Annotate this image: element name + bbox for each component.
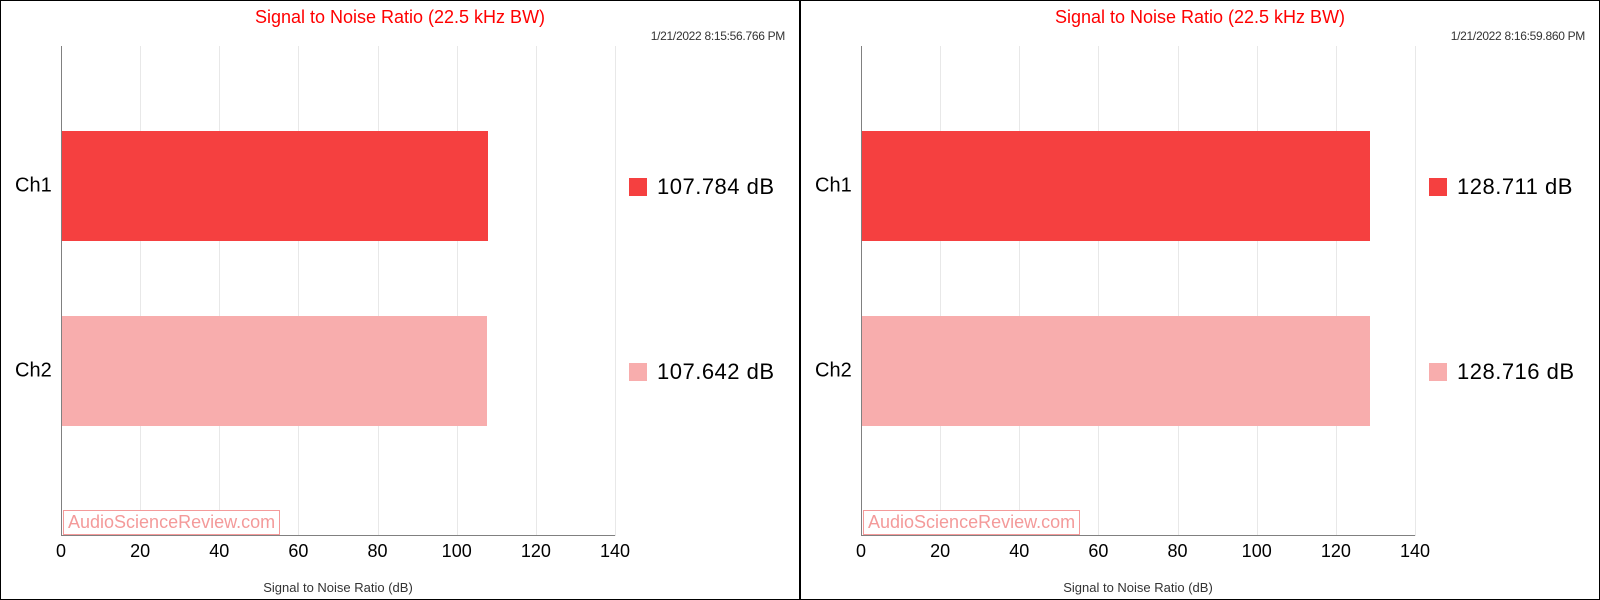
legend-row-ch2: 128.716 dB — [1429, 359, 1575, 385]
gridline — [940, 46, 941, 536]
swatch-ch1 — [629, 178, 647, 196]
value-ch1: 107.784 dB — [657, 174, 775, 200]
timestamp: 1/21/2022 8:15:56.766 PM — [651, 29, 785, 43]
gridline — [861, 46, 862, 536]
gridline — [1336, 46, 1337, 536]
x-axis-label: Signal to Noise Ratio (dB) — [861, 580, 1415, 595]
gridline — [1257, 46, 1258, 536]
gridline — [1098, 46, 1099, 536]
value-ch2: 128.716 dB — [1457, 359, 1575, 385]
x-axis-label: Signal to Noise Ratio (dB) — [61, 580, 615, 595]
timestamp: 1/21/2022 8:16:59.860 PM — [1451, 29, 1585, 43]
y-category-ch1: Ch1 — [15, 175, 52, 198]
watermark: AudioScienceReview.com — [863, 510, 1080, 535]
x-tick: 80 — [1168, 541, 1188, 562]
y-category-ch2: Ch2 — [815, 360, 852, 383]
watermark: AudioScienceReview.com — [63, 510, 280, 535]
value-ch1: 128.711 dB — [1457, 174, 1573, 200]
x-tick: 60 — [288, 541, 308, 562]
gridline — [219, 46, 220, 536]
x-tick: 20 — [930, 541, 950, 562]
bar-ch2 — [61, 316, 487, 426]
swatch-ch1 — [1429, 178, 1447, 196]
x-tick: 100 — [442, 541, 472, 562]
x-tick: 140 — [600, 541, 630, 562]
x-tick: 40 — [209, 541, 229, 562]
y-category-ch1: Ch1 — [815, 175, 852, 198]
x-tick: 80 — [368, 541, 388, 562]
x-tick: 0 — [56, 541, 66, 562]
x-tick: 0 — [856, 541, 866, 562]
gridline — [61, 46, 62, 536]
legend-row-ch1: 128.711 dB — [1429, 174, 1573, 200]
x-tick: 140 — [1400, 541, 1430, 562]
bar-ch1 — [861, 131, 1370, 241]
chart-title: Signal to Noise Ratio (22.5 kHz BW) — [1, 7, 799, 28]
y-category-ch2: Ch2 — [15, 360, 52, 383]
gridline — [1178, 46, 1179, 536]
x-tick: 120 — [1321, 541, 1351, 562]
legend-row-ch2: 107.642 dB — [629, 359, 775, 385]
bar-ch1 — [61, 131, 488, 241]
swatch-ch2 — [629, 363, 647, 381]
x-tick: 40 — [1009, 541, 1029, 562]
x-tick: 120 — [521, 541, 551, 562]
x-tick: 60 — [1088, 541, 1108, 562]
panel-left: Signal to Noise Ratio (22.5 kHz BW) 1/21… — [0, 0, 800, 600]
plot-area — [861, 46, 1415, 536]
x-tick: 100 — [1242, 541, 1272, 562]
gridline — [378, 46, 379, 536]
gridline — [1415, 46, 1416, 536]
bar-ch2 — [861, 316, 1370, 426]
gridline — [298, 46, 299, 536]
swatch-ch2 — [1429, 363, 1447, 381]
gridline — [536, 46, 537, 536]
gridline — [140, 46, 141, 536]
gridline — [457, 46, 458, 536]
gridline — [615, 46, 616, 536]
chart-title: Signal to Noise Ratio (22.5 kHz BW) — [801, 7, 1599, 28]
panel-right: Signal to Noise Ratio (22.5 kHz BW) 1/21… — [800, 0, 1600, 600]
plot-area — [61, 46, 615, 536]
x-tick: 20 — [130, 541, 150, 562]
value-ch2: 107.642 dB — [657, 359, 775, 385]
gridline — [1019, 46, 1020, 536]
legend-row-ch1: 107.784 dB — [629, 174, 775, 200]
